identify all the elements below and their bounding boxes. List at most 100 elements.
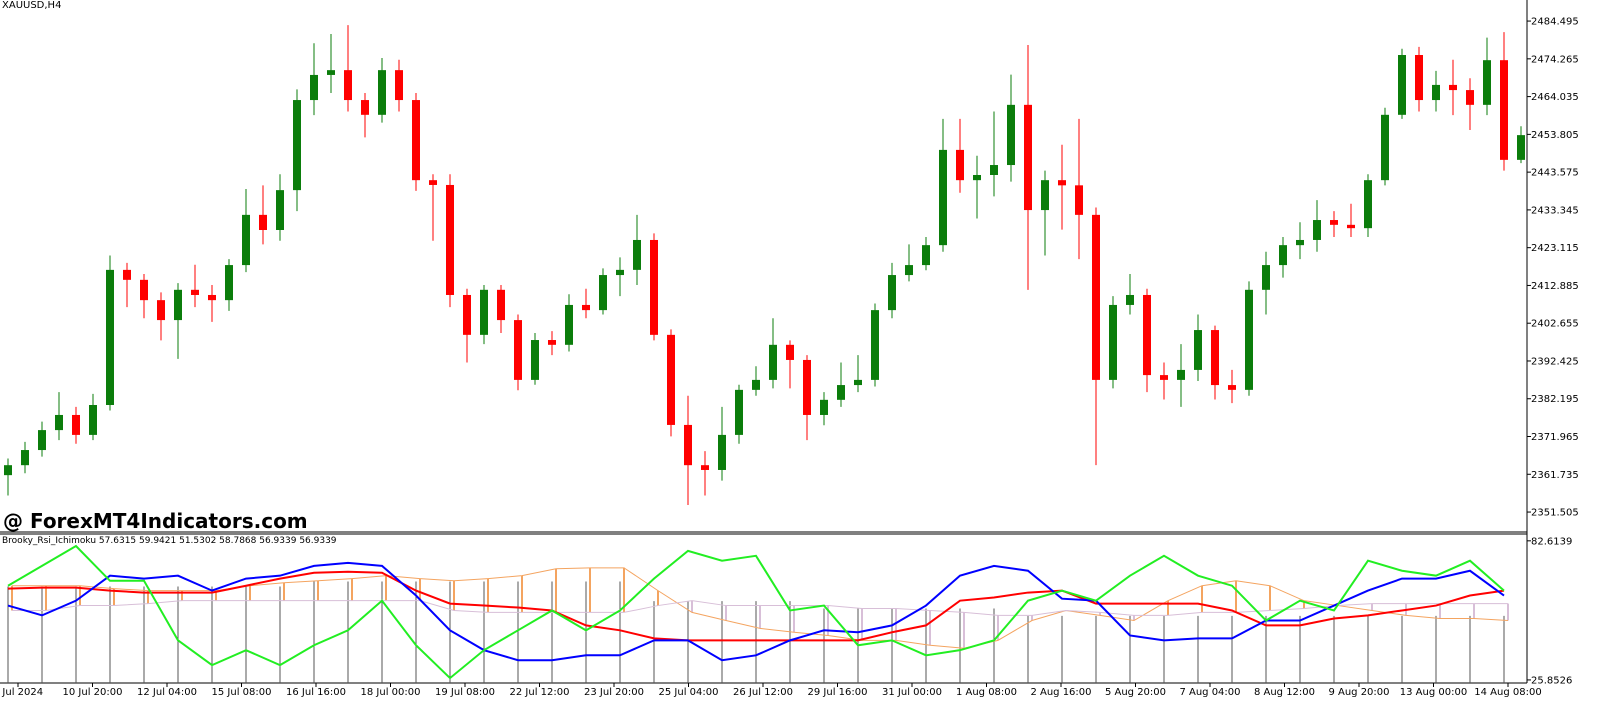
candle-body — [1415, 55, 1423, 101]
candle-body — [752, 379, 760, 390]
candle-body — [157, 300, 165, 321]
x-tick-label: 12 Jul 04:00 — [137, 687, 197, 698]
x-tick-label: 29 Jul 16:00 — [808, 687, 868, 698]
candle-body — [1296, 239, 1304, 246]
candle-body — [4, 465, 12, 476]
candle-body — [871, 310, 879, 380]
candle-body — [106, 269, 114, 405]
candle-body — [1330, 220, 1338, 225]
candle-body — [1381, 114, 1389, 181]
candle-body — [259, 214, 267, 231]
candle-body — [939, 149, 947, 246]
cloud-edge — [12, 600, 1508, 616]
candle-body — [174, 289, 182, 321]
candle-body — [1245, 289, 1253, 390]
candle-body — [922, 245, 930, 266]
y-tick-label: 2453.805 — [1531, 130, 1579, 141]
candle-body — [803, 359, 811, 415]
y-tick-label: 2412.885 — [1531, 281, 1579, 292]
x-tick-label: 13 Aug 00:00 — [1400, 687, 1467, 698]
x-tick-label: 7 Aug 04:00 — [1179, 687, 1240, 698]
candle-body — [378, 70, 386, 115]
candle-body — [1364, 180, 1372, 229]
x-tick-label: 10 Jul 20:00 — [63, 687, 123, 698]
candle-body — [565, 304, 573, 345]
candle-body — [276, 190, 284, 231]
candle-body — [361, 100, 369, 115]
candle-body — [1143, 294, 1151, 376]
indicator-line — [7, 544, 1505, 680]
x-tick-label: 9 Aug 20:00 — [1328, 687, 1389, 698]
candle-body — [55, 414, 63, 431]
candle-body — [140, 279, 148, 301]
candle-body — [514, 320, 522, 380]
y-tick-label: 2402.655 — [1531, 319, 1579, 330]
candle-body — [1024, 104, 1032, 211]
candle-body — [1109, 304, 1117, 380]
candle-body — [1126, 294, 1134, 305]
candle-body — [1347, 224, 1355, 229]
candle-body — [684, 424, 692, 466]
y-tick-label: 2361.735 — [1531, 470, 1579, 481]
candle-body — [956, 149, 964, 181]
candle-body — [208, 294, 216, 301]
candle-body — [667, 334, 675, 425]
candle-body — [38, 430, 46, 451]
candle-body — [820, 399, 828, 415]
candle-body — [990, 165, 998, 175]
y-tick-label: 2443.575 — [1531, 168, 1579, 179]
candle-body — [786, 344, 794, 360]
candle-body — [293, 100, 301, 191]
candle-body — [1398, 55, 1406, 115]
candle-body — [327, 70, 335, 75]
y-tick-label: 2433.345 — [1531, 205, 1579, 216]
candle-body — [1432, 84, 1440, 101]
x-tick-label: 25 Jul 04:00 — [659, 687, 719, 698]
x-tick-label: 5 Aug 20:00 — [1105, 687, 1166, 698]
candle-body — [1313, 220, 1321, 240]
symbol-label: XAUUSD,H4 — [2, 0, 61, 11]
x-tick-label: 26 Jul 12:00 — [733, 687, 793, 698]
candle-body — [888, 275, 896, 311]
candle-body — [1228, 385, 1236, 390]
candle-body — [72, 414, 80, 435]
y-tick-label: 2474.265 — [1531, 54, 1579, 65]
candle-body — [633, 239, 641, 270]
candle-body — [1262, 265, 1270, 290]
candle-body — [769, 344, 777, 380]
cloud-edge — [12, 567, 1509, 649]
candle-body — [650, 239, 658, 335]
candle-body — [310, 74, 318, 101]
candle-body — [89, 404, 97, 435]
candle-body — [1092, 214, 1100, 380]
y-tick-label: 2464.035 — [1531, 92, 1579, 103]
candle-body — [701, 465, 709, 470]
candle-body — [735, 389, 743, 435]
indicator-line — [7, 561, 1505, 662]
candle-body — [531, 340, 539, 380]
y-tick-label: 25.8526 — [1531, 675, 1572, 686]
candle-body — [480, 289, 488, 335]
x-tick-label: 8 Aug 12:00 — [1254, 687, 1315, 698]
candle-body — [1058, 180, 1066, 186]
indicator-label: Brooky_Rsi_Ichimoku 57.6315 59.9421 51.5… — [2, 536, 337, 546]
watermark: @ ForexMT4Indicators.com — [3, 509, 308, 533]
candle-body — [463, 294, 471, 335]
candle-body — [225, 265, 233, 301]
candle-body — [1211, 330, 1219, 386]
indicator-line — [7, 570, 1505, 642]
candle-body — [1483, 60, 1491, 105]
candle-body — [1500, 60, 1508, 160]
candle-body — [1075, 185, 1083, 215]
candle-body — [344, 70, 352, 101]
x-tick-label: 19 Jul 08:00 — [435, 687, 495, 698]
candle-body — [1517, 135, 1525, 160]
candle-body — [599, 275, 607, 311]
x-tick-label: 18 Jul 00:00 — [361, 687, 421, 698]
candle-body — [548, 340, 556, 345]
candle-body — [905, 265, 913, 276]
candle-body — [837, 385, 845, 400]
